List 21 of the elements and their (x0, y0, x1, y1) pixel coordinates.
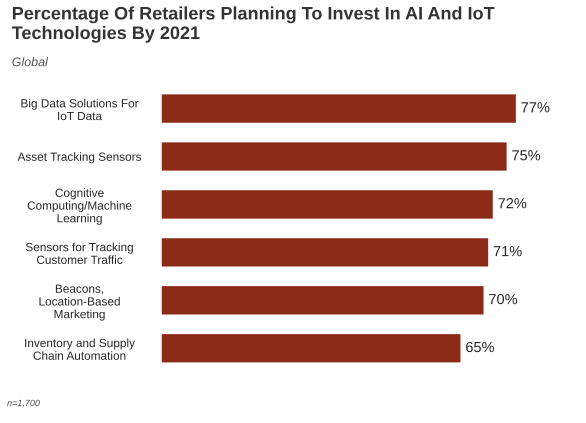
data-label: 77% (521, 102, 550, 112)
y-tick-label: Cognitive Computing/Machine Learning (28, 188, 132, 225)
y-tick-label: Inventory and Supply Chain Automation (25, 338, 135, 360)
data-label: 70% (489, 294, 518, 304)
y-tick-label: Sensors for Tracking Customer Traffic (26, 242, 133, 264)
data-label: 72% (498, 198, 526, 208)
text: Global (12, 57, 48, 66)
y-tick-label: Big Data Solutions For IoT Data (21, 98, 138, 120)
data-label: 71% (494, 246, 522, 256)
bar (161, 332, 462, 364)
bar (161, 188, 494, 220)
y-tick-label: Asset Tracking Sensors (18, 152, 142, 164)
data-label: 75% (512, 150, 540, 160)
text: n=1,700 (7, 400, 40, 408)
y-tick-label: Beacons, Location-Based Marketing (39, 284, 120, 321)
chart-title: Percentage Of Retailers Planning To Invest In AI And IoT Technologies By 2021 (12, 6, 494, 43)
bar (161, 236, 490, 268)
data-label: 65% (466, 342, 494, 352)
bar (161, 284, 485, 316)
bar (161, 140, 508, 172)
bar (161, 93, 518, 124)
